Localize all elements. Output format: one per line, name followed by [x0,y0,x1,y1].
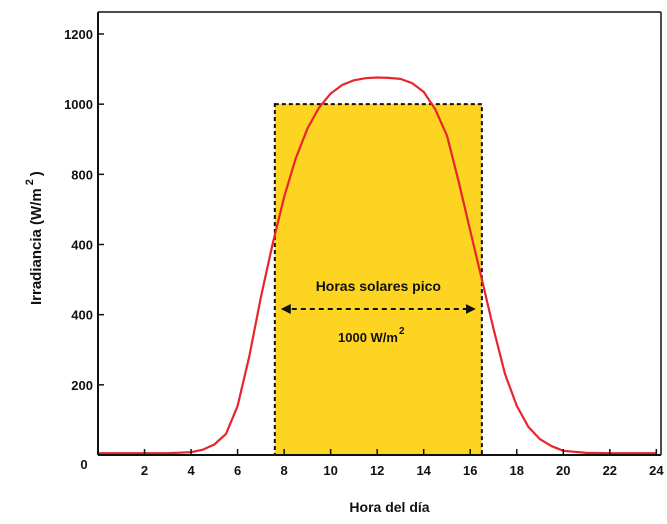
y-tick-label: 1000 [64,97,93,112]
x-origin-label: 0 [80,457,87,472]
x-tick-label: 4 [187,463,195,478]
series-line-0 [98,76,657,455]
x-axis-label: Hora del día [349,499,429,515]
x-tick-label: 14 [416,463,431,478]
y-tick-label: 1200 [64,27,93,42]
irradiance-value-superscript: 2 [399,326,405,337]
x-tick-label: 22 [603,463,617,478]
x-tick-label: 6 [234,463,241,478]
x-tick-label: 20 [556,463,570,478]
y-tick-label: 400 [71,238,93,253]
x-tick-label: 18 [510,463,524,478]
y-axis-label-close-paren: ) [28,171,45,176]
x-axis-ticks: 2 4 6 8 10 12 14 16 18 20 22 24 [141,449,664,478]
peak-region-rect [273,103,483,457]
y-axis-label-superscript: 2 [24,179,36,185]
y-tick-label: 800 [71,167,93,182]
y-axis-label-text: Irradiancia (W/m [28,188,45,305]
irradiance-series [98,76,657,455]
y-tick-label: 400 [71,308,93,323]
x-tick-label: 12 [370,463,384,478]
axes [97,11,662,456]
peak-hours-label: Horas solares pico [316,278,441,294]
x-tick-label: 8 [280,463,287,478]
x-tick-label: 10 [323,463,337,478]
y-tick-label: 200 [71,378,93,393]
irradiance-value-label: 1000 W/m [338,330,398,345]
y-axis-label: Irradiancia (W/m 2 ) [24,171,45,305]
x-tick-label: 24 [649,463,664,478]
y-axis-ticks: 200 400 400 800 1000 1200 [64,27,104,393]
x-tick-label: 2 [141,463,148,478]
x-tick-label: 16 [463,463,477,478]
peak-sun-hours-region [273,103,483,457]
